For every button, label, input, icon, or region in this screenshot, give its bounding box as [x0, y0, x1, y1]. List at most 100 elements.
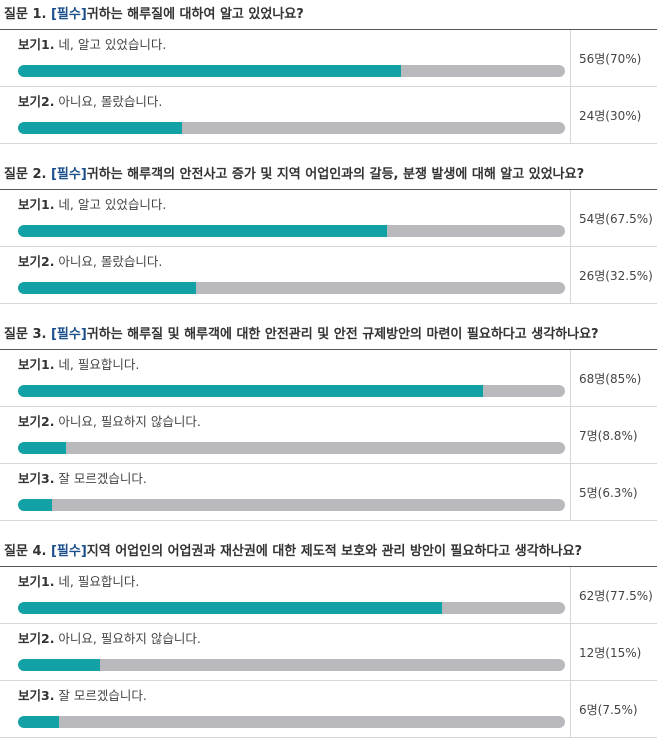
option-text: 아니요, 필요하지 않습니다.	[54, 414, 201, 429]
option-text: 아니요, 몰랐습니다.	[54, 254, 163, 269]
option-number: 보기1.	[18, 574, 55, 589]
progress-bar-track	[18, 385, 565, 397]
progress-bar-track	[18, 65, 565, 77]
option-label: 보기1. 네, 알고 있었습니다.	[18, 190, 562, 220]
response-count: 7명(8.8%)	[579, 428, 638, 443]
response-count: 56명(70%)	[579, 51, 642, 66]
option-row: 보기2. 아니요, 몰랐습니다. 24명(30%)	[0, 87, 657, 144]
question-block: 질문 4. [필수]지역 어업인의 어업권과 재산권에 대한 제도적 보호와 관…	[0, 537, 657, 738]
progress-bar-fill	[18, 499, 53, 511]
option-text: 잘 모르겠습니다.	[54, 471, 147, 486]
option-label: 보기2. 아니요, 몰랐습니다.	[18, 87, 562, 117]
option-text: 잘 모르겠습니다.	[54, 688, 147, 703]
option-label: 보기2. 아니요, 필요하지 않습니다.	[18, 624, 562, 654]
option-label: 보기1. 네, 필요합니다.	[18, 567, 562, 597]
option-text: 네, 필요합니다.	[54, 357, 140, 372]
progress-bar-fill	[18, 385, 483, 397]
option-row: 보기2. 아니요, 몰랐습니다. 26명(32.5%)	[0, 247, 657, 304]
question-number: 질문 2.	[4, 167, 51, 182]
required-tag: [필수]	[50, 327, 87, 342]
option-row: 보기2. 아니요, 필요하지 않습니다. 7명(8.8%)	[0, 407, 657, 464]
option-number: 보기2.	[18, 94, 55, 109]
option-label: 보기3. 잘 모르겠습니다.	[18, 681, 562, 711]
option-number: 보기2.	[18, 254, 55, 269]
response-count: 54명(67.5%)	[579, 211, 653, 226]
progress-bar-fill	[18, 659, 101, 671]
question-number: 질문 3.	[4, 327, 51, 342]
question-text: 지역 어업인의 어업권과 재산권에 대한 제도적 보호와 관리 방안이 필요하다…	[86, 544, 583, 559]
option-text: 네, 알고 있었습니다.	[54, 197, 167, 212]
option-label: 보기3. 잘 모르겠습니다.	[18, 464, 562, 494]
progress-bar-track	[18, 122, 565, 134]
progress-bar-track	[18, 716, 565, 728]
option-number: 보기1.	[18, 197, 55, 212]
progress-bar-fill	[18, 122, 183, 134]
option-row: 보기1. 네, 필요합니다. 68명(85%)	[0, 350, 657, 407]
progress-bar-track	[18, 225, 565, 237]
option-text: 아니요, 몰랐습니다.	[54, 94, 163, 109]
progress-bar-track	[18, 602, 565, 614]
progress-bar-fill	[18, 225, 388, 237]
option-number: 보기2.	[18, 631, 55, 646]
option-main: 보기1. 네, 알고 있었습니다.	[0, 190, 571, 246]
question-spacer	[0, 304, 657, 320]
progress-bar-track	[18, 659, 565, 671]
response-count: 68명(85%)	[579, 371, 642, 386]
question-spacer	[0, 144, 657, 160]
option-number: 보기2.	[18, 414, 55, 429]
required-tag: [필수]	[50, 544, 87, 559]
option-row: 보기2. 아니요, 필요하지 않습니다. 12명(15%)	[0, 624, 657, 681]
progress-bar-fill	[18, 282, 196, 294]
option-text: 네, 필요합니다.	[54, 574, 140, 589]
option-label: 보기1. 네, 필요합니다.	[18, 350, 562, 380]
response-count: 5명(6.3%)	[579, 485, 638, 500]
option-main: 보기2. 아니요, 몰랐습니다.	[0, 87, 571, 143]
option-main: 보기1. 네, 알고 있었습니다.	[0, 30, 571, 86]
response-count: 26명(32.5%)	[579, 268, 653, 283]
response-count: 24명(30%)	[579, 108, 642, 123]
required-tag: [필수]	[50, 167, 87, 182]
option-row: 보기3. 잘 모르겠습니다. 5명(6.3%)	[0, 464, 657, 521]
progress-bar-fill	[18, 65, 401, 77]
option-row: 보기1. 네, 알고 있었습니다. 54명(67.5%)	[0, 190, 657, 247]
question-number: 질문 1.	[4, 7, 51, 22]
question-text: 귀하는 해루객의 안전사고 증가 및 지역 어업인과의 갈등, 분쟁 발생에 대…	[86, 167, 585, 182]
response-count: 6명(7.5%)	[579, 702, 638, 717]
option-label: 보기2. 아니요, 필요하지 않습니다.	[18, 407, 562, 437]
response-count: 62명(77.5%)	[579, 588, 653, 603]
response-count: 12명(15%)	[579, 645, 642, 660]
question-block: 질문 3. [필수]귀하는 해루질 및 해루객에 대한 안전관리 및 안전 규제…	[0, 320, 657, 521]
option-label: 보기1. 네, 알고 있었습니다.	[18, 30, 562, 60]
progress-bar-fill	[18, 716, 60, 728]
option-main: 보기3. 잘 모르겠습니다.	[0, 681, 571, 737]
option-main: 보기2. 아니요, 필요하지 않습니다.	[0, 624, 571, 680]
option-number: 보기1.	[18, 357, 55, 372]
option-main: 보기2. 아니요, 필요하지 않습니다.	[0, 407, 571, 463]
option-label: 보기2. 아니요, 몰랐습니다.	[18, 247, 562, 277]
question-block: 질문 2. [필수]귀하는 해루객의 안전사고 증가 및 지역 어업인과의 갈등…	[0, 160, 657, 304]
option-main: 보기1. 네, 필요합니다.	[0, 567, 571, 623]
required-tag: [필수]	[50, 7, 87, 22]
question-block: 질문 1. [필수]귀하는 해루질에 대하여 알고 있었나요? 보기1. 네, 알…	[0, 0, 657, 144]
question-title: 질문 2. [필수]귀하는 해루객의 안전사고 증가 및 지역 어업인과의 갈등…	[0, 160, 657, 190]
option-number: 보기3.	[18, 471, 55, 486]
option-row: 보기3. 잘 모르겠습니다. 6명(7.5%)	[0, 681, 657, 738]
progress-bar-track	[18, 282, 565, 294]
option-text: 아니요, 필요하지 않습니다.	[54, 631, 201, 646]
question-text: 귀하는 해루질 및 해루객에 대한 안전관리 및 안전 규제방안의 마련이 필요…	[86, 327, 599, 342]
question-title: 질문 1. [필수]귀하는 해루질에 대하여 알고 있었나요?	[0, 0, 657, 30]
option-number: 보기3.	[18, 688, 55, 703]
progress-bar-fill	[18, 442, 67, 454]
progress-bar-fill	[18, 602, 442, 614]
option-main: 보기3. 잘 모르겠습니다.	[0, 464, 571, 520]
option-text: 네, 알고 있었습니다.	[54, 37, 167, 52]
option-number: 보기1.	[18, 37, 55, 52]
question-text: 귀하는 해루질에 대하여 알고 있었나요?	[86, 7, 304, 22]
option-main: 보기1. 네, 필요합니다.	[0, 350, 571, 406]
progress-bar-track	[18, 442, 565, 454]
option-row: 보기1. 네, 필요합니다. 62명(77.5%)	[0, 567, 657, 624]
option-row: 보기1. 네, 알고 있었습니다. 56명(70%)	[0, 30, 657, 87]
progress-bar-track	[18, 499, 565, 511]
question-spacer	[0, 521, 657, 537]
